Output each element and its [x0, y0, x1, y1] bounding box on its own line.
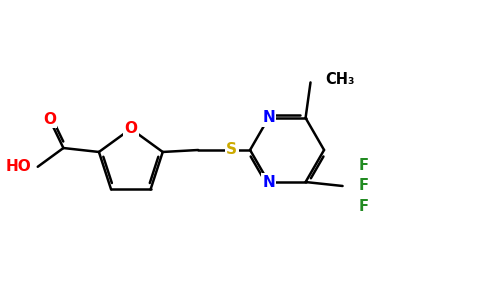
Text: N: N — [262, 175, 275, 190]
Text: HO: HO — [6, 159, 32, 174]
Text: O: O — [124, 121, 137, 136]
Text: N: N — [262, 110, 275, 125]
Text: F: F — [358, 158, 368, 173]
Text: CH₃: CH₃ — [325, 73, 355, 88]
Text: F: F — [358, 199, 368, 214]
Text: O: O — [43, 112, 56, 127]
Text: F: F — [358, 178, 368, 194]
Text: S: S — [227, 142, 237, 158]
